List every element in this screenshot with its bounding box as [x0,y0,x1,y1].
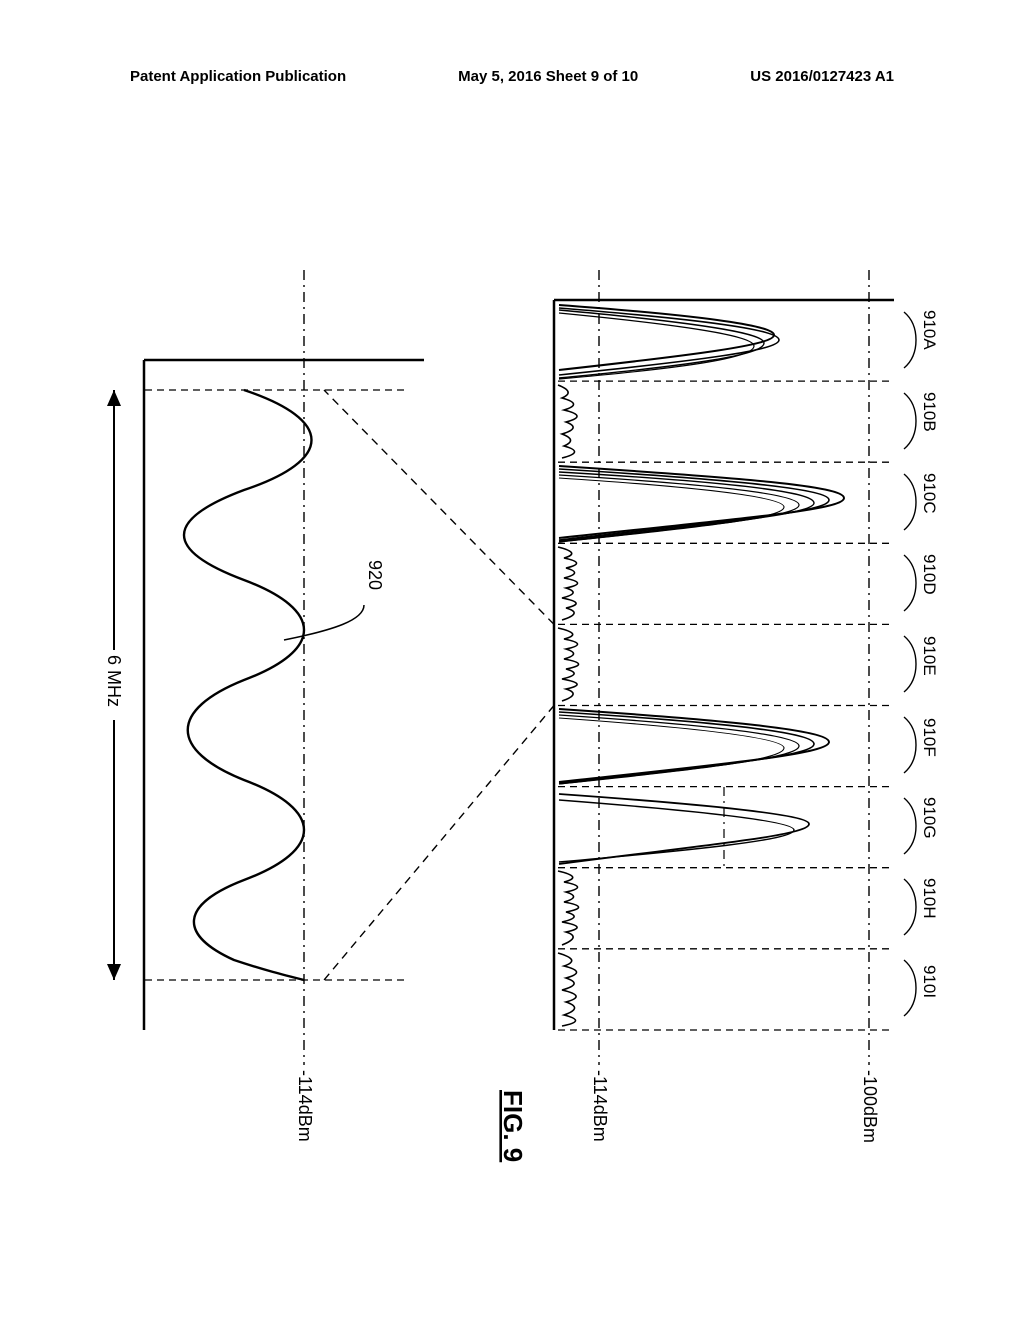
channel-brace [904,717,916,773]
channel-brace [904,879,916,935]
channel-910A: 910A [554,305,939,381]
channel-910B: 910B [554,385,939,462]
spectrum-line [559,305,774,370]
ref-label-114dbm: -114dBm [590,1070,610,1142]
channel-label: 910C [920,473,939,514]
label-920: 920 [365,560,385,590]
figure-svg: -100dBm -114dBm 910A 910B [0,160,1024,1260]
figure-caption: FIG. 9 [498,1090,528,1162]
width-arrow-right [107,964,121,980]
spectrum-line [559,469,829,540]
channel-brace [904,474,916,530]
zoom-connector-left [324,390,554,624]
top-plot: -100dBm -114dBm 910A 910B [554,270,939,1143]
channel-910G: 910G [554,787,939,868]
channel-label: 910D [920,554,939,595]
channel-label: 910G [920,797,939,839]
page-header: Patent Application Publication May 5, 20… [0,68,1024,85]
zoom-connector-right [324,706,554,981]
spectrum-line [559,308,779,375]
spectrum-line [559,794,809,864]
noise-line [558,871,579,945]
channel-910C: 910C [554,466,939,543]
noise-line [558,547,578,620]
channel-brace [904,798,916,854]
channel-910D: 910D [554,547,939,624]
channel-910E: 910E [554,628,939,706]
width-label: 6 MHz [104,655,124,707]
spectrum-line [559,466,844,538]
spectrum-line [559,800,794,862]
channel-label: 910B [920,392,939,432]
channel-brace [904,636,916,692]
spectrum-line [559,712,814,783]
channel-brace [904,393,916,449]
channel-brace [904,960,916,1016]
header-right: US 2016/0127423 A1 [750,68,894,85]
header-left: Patent Application Publication [130,68,346,85]
spectrum-line [559,310,764,378]
noise-line [558,953,577,1026]
channel-brace [904,555,916,611]
width-arrow-left [107,390,121,406]
noise-line [558,385,577,458]
zoomed-wave [184,390,312,980]
bottom-plot: -114dBm 920 6 MHz [102,270,424,1142]
channel-910F: 910F [554,709,939,787]
channel-label: 910I [920,965,939,998]
spectrum-line [559,313,754,379]
channel-910H: 910H [554,871,939,949]
bottom-ref-label: -114dBm [295,1070,315,1142]
connector-lines [324,390,554,980]
figure-container: -100dBm -114dBm 910A 910B [0,160,1024,1260]
channel-brace [904,312,916,368]
noise-line [558,628,579,701]
channel-label: 910E [920,636,939,676]
channel-label: 910H [920,878,939,919]
channel-label: 910F [920,718,939,757]
channel-label: 910A [920,310,939,350]
ref-label-100dbm: -100dBm [860,1070,880,1143]
header-center: May 5, 2016 Sheet 9 of 10 [458,68,638,85]
channel-910I: 910I [554,953,939,1030]
